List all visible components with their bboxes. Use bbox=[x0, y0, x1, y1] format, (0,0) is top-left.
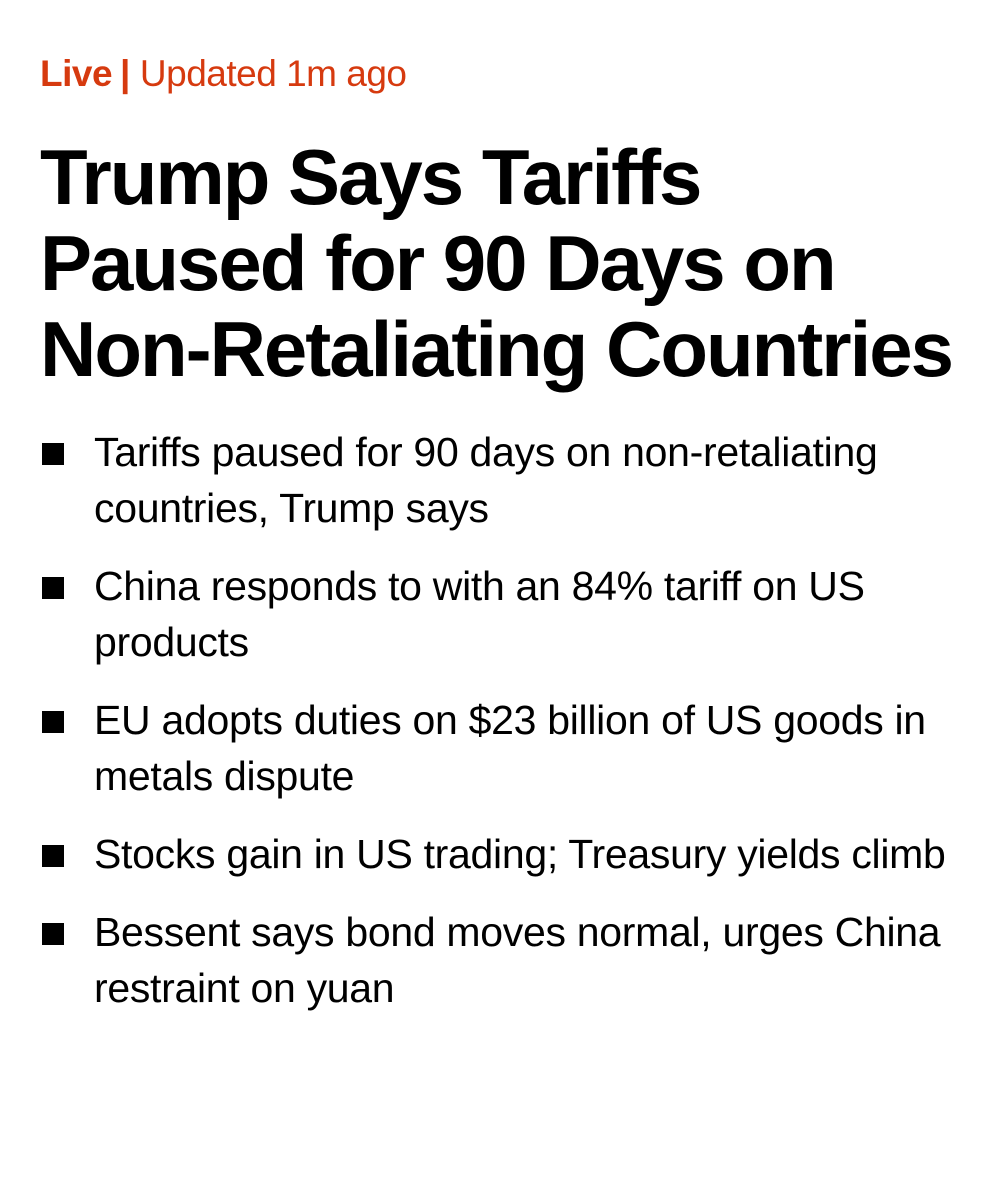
key-points-list: Tariffs paused for 90 days on non-retali… bbox=[40, 424, 968, 1016]
status-separator: | bbox=[120, 53, 130, 94]
key-point-text: Tariffs paused for 90 days on non-retali… bbox=[94, 429, 878, 531]
key-point-text: Stocks gain in US trading; Treasury yiel… bbox=[94, 831, 946, 877]
key-point-text: Bessent says bond moves normal, urges Ch… bbox=[94, 909, 941, 1011]
live-label: Live bbox=[40, 53, 113, 94]
headline[interactable]: Trump Says Tariffs Paused for 90 Days on… bbox=[40, 133, 954, 393]
key-point-text: EU adopts duties on $23 billion of US go… bbox=[94, 697, 926, 799]
black-square-icon bbox=[42, 577, 64, 599]
key-point-item[interactable]: China responds to with an 84% tariff on … bbox=[40, 558, 974, 670]
key-point-item[interactable]: Stocks gain in US trading; Treasury yiel… bbox=[40, 826, 974, 882]
live-status-line: Live | Updated 1m ago bbox=[40, 52, 968, 96]
key-point-text: China responds to with an 84% tariff on … bbox=[94, 563, 865, 665]
updated-timestamp: Updated 1m ago bbox=[139, 53, 407, 94]
black-square-icon bbox=[42, 845, 64, 867]
key-point-item[interactable]: Tariffs paused for 90 days on non-retali… bbox=[40, 424, 974, 536]
black-square-icon bbox=[42, 923, 64, 945]
key-point-item[interactable]: EU adopts duties on $23 billion of US go… bbox=[40, 692, 974, 804]
black-square-icon bbox=[42, 711, 64, 733]
black-square-icon bbox=[42, 443, 64, 465]
key-point-item[interactable]: Bessent says bond moves normal, urges Ch… bbox=[40, 904, 974, 1016]
